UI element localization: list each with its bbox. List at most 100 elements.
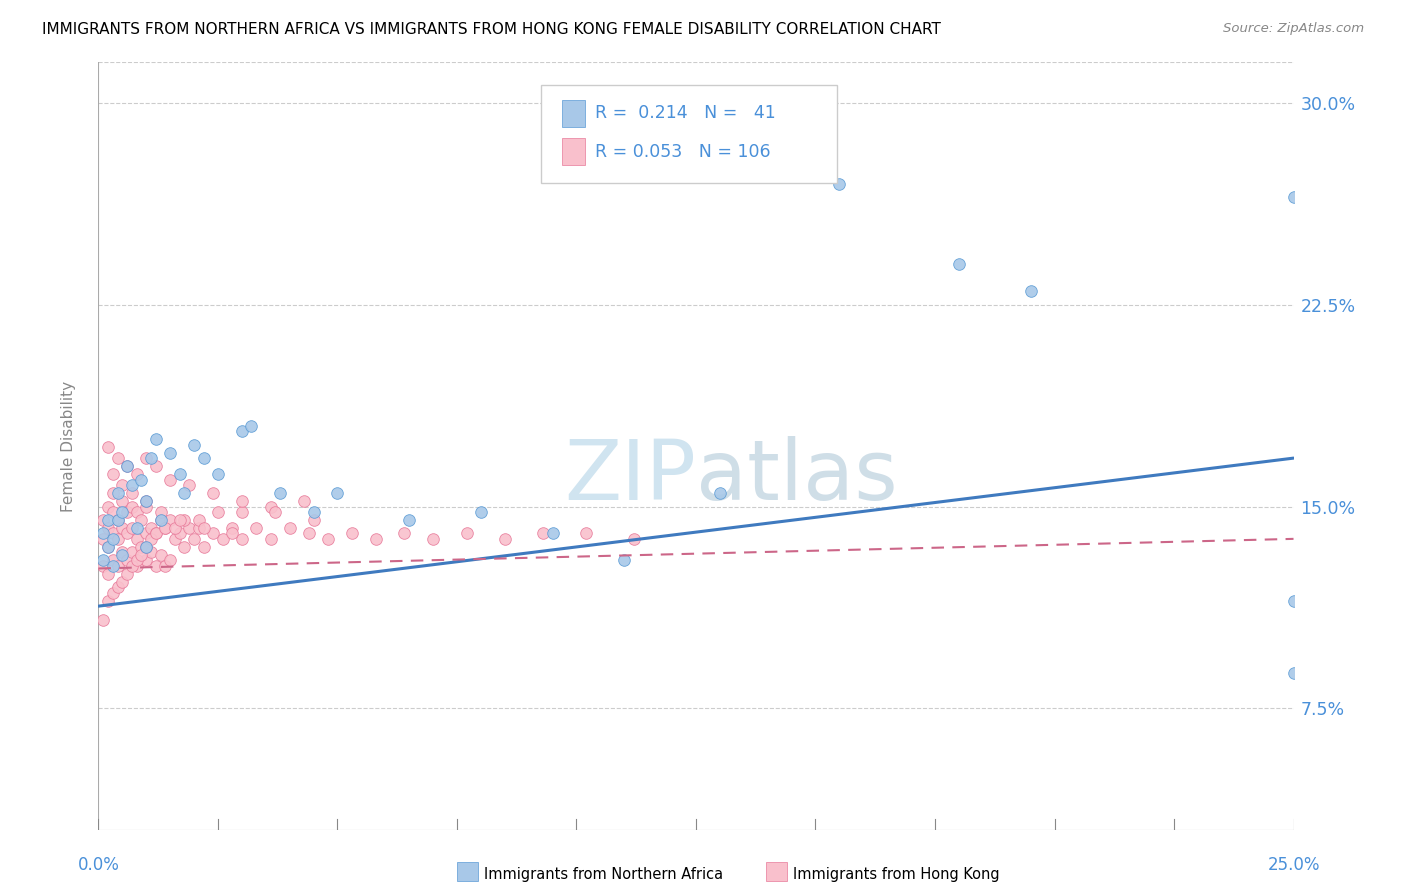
Point [125,521,148,535]
Text: 0.0%: 0.0% [77,856,120,874]
Text: R = 0.053   N = 106: R = 0.053 N = 106 [595,143,770,161]
Point [111,521,134,535]
Point [207,505,229,519]
Point [121,478,143,492]
Point [155,558,177,573]
Point [422,532,444,546]
Point [115,566,138,581]
Point [111,574,134,589]
Point [264,505,287,519]
Point [1019,284,1042,298]
Point [97,540,120,554]
Point [97,566,120,581]
Point [139,532,162,546]
Point [111,505,134,519]
Point [145,526,167,541]
Point [163,521,186,535]
Point [91,513,114,527]
Point [145,526,167,541]
Text: ZIP: ZIP [564,436,696,517]
Point [302,505,325,519]
Point [394,526,416,541]
Point [173,513,195,527]
Point [398,513,420,527]
Point [292,494,315,508]
Point [163,532,186,546]
Point [101,486,124,500]
Point [316,532,339,546]
Point [269,486,291,500]
Point [107,558,129,573]
Point [135,494,157,508]
Point [494,532,516,546]
Point [97,521,120,535]
Point [149,513,172,527]
Point [470,505,492,519]
Point [159,446,181,460]
Point [1282,190,1305,204]
Point [193,540,215,554]
Point [107,513,129,527]
Point [91,613,114,627]
Point [91,558,114,573]
Text: Immigrants from Hong Kong: Immigrants from Hong Kong [793,867,1000,881]
Point [97,540,120,554]
Point [135,451,157,466]
Point [107,451,129,466]
Point [131,513,153,527]
Point [828,177,851,191]
Point [173,486,195,500]
Point [187,513,209,527]
Point [183,532,205,546]
Point [139,521,162,535]
Point [326,486,349,500]
Point [97,513,120,527]
Point [131,548,153,562]
Point [179,521,201,535]
Point [173,540,195,554]
Point [202,526,225,541]
Point [125,467,148,482]
Point [169,526,191,541]
Point [107,513,129,527]
Point [613,553,636,567]
Point [278,521,301,535]
Point [340,526,363,541]
Point [91,532,114,546]
Point [125,532,148,546]
Point [221,526,243,541]
Point [948,257,970,271]
Point [91,553,114,567]
Point [531,526,554,541]
Point [101,553,124,567]
Point [159,553,181,567]
Text: atlas: atlas [696,436,897,517]
Point [231,505,253,519]
Point [202,486,225,500]
Point [111,494,134,508]
Point [131,540,153,554]
Text: Immigrants from Northern Africa: Immigrants from Northern Africa [484,867,723,881]
Text: Female Disability: Female Disability [60,380,76,512]
Point [111,548,134,562]
Point [101,505,124,519]
Point [159,513,181,527]
Point [245,521,267,535]
Point [207,467,229,482]
Point [364,532,387,546]
Point [1282,594,1305,608]
Point [121,545,143,559]
Point [231,424,253,438]
Point [145,558,167,573]
Text: R =  0.214   N =   41: R = 0.214 N = 41 [595,104,776,122]
Point [101,558,124,573]
Point [259,500,281,514]
Point [107,532,129,546]
Point [121,500,143,514]
Point [169,513,191,527]
Point [623,532,645,546]
Point [709,486,731,500]
Point [155,521,177,535]
Point [121,558,143,573]
Text: Source: ZipAtlas.com: Source: ZipAtlas.com [1223,22,1364,36]
